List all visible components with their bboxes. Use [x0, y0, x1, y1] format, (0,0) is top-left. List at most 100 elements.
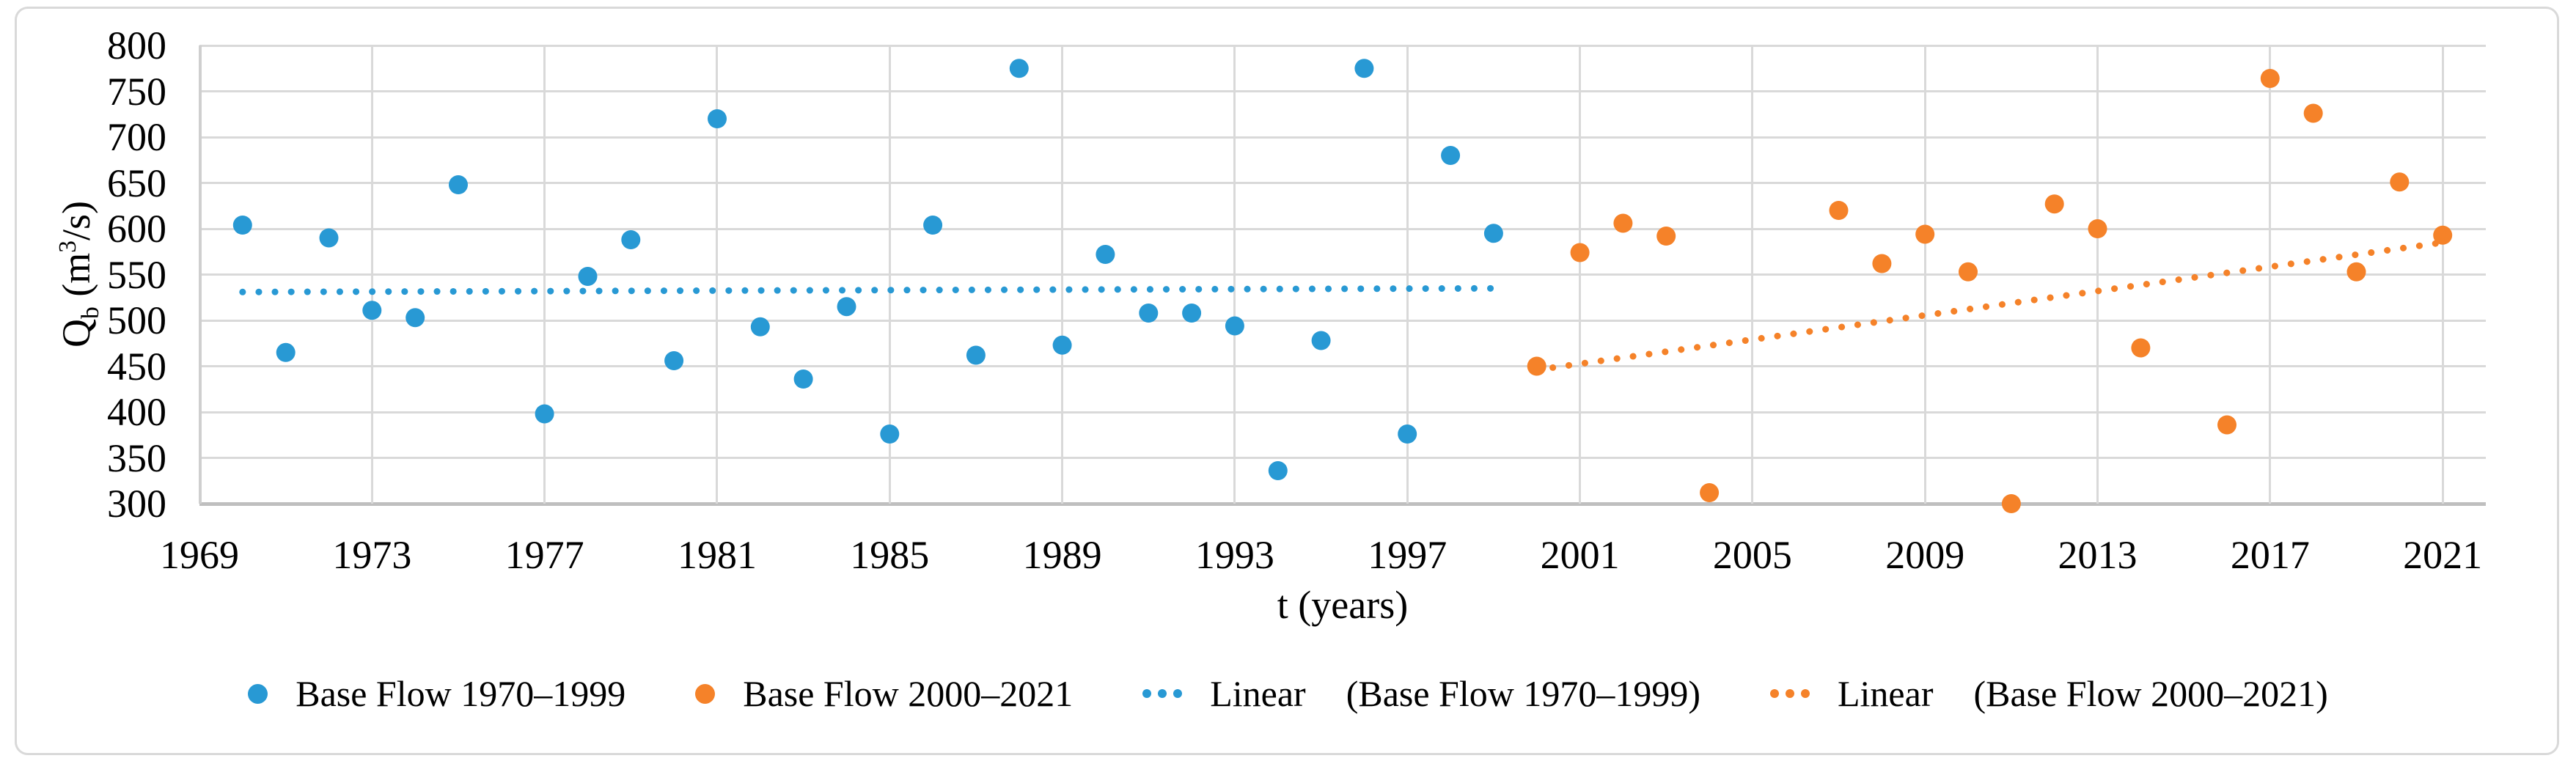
gridline-y-600 — [199, 227, 2486, 230]
blue-dot-swatch-icon — [248, 683, 268, 704]
x-tick-label-1977: 1977 — [504, 533, 584, 577]
gridline-y-700 — [199, 136, 2486, 139]
data-point-base-flow-1970–1999-1999 — [1483, 224, 1503, 243]
data-point-base-flow-2000–2021-2008 — [1872, 254, 1892, 273]
gridline-x-2013 — [2096, 45, 2099, 504]
gridline-x-1985 — [888, 45, 891, 504]
data-point-base-flow-2000–2021-2018 — [2303, 103, 2323, 123]
gridline-x-2009 — [1923, 45, 1926, 504]
data-point-base-flow-2000–2021-2003 — [1656, 227, 1676, 246]
data-point-base-flow-2000–2021-2012 — [2044, 194, 2064, 214]
x-axis-title: t (years) — [1277, 583, 1409, 627]
data-point-base-flow-2000–2021-2011 — [2001, 494, 2021, 513]
data-point-base-flow-2000–2021-2000 — [1527, 356, 1546, 376]
gridline-y-350 — [199, 457, 2486, 459]
y-tick-label-650: 650 — [107, 161, 166, 205]
gridline-y-500 — [199, 319, 2486, 322]
data-point-base-flow-1970–1999-1983 — [793, 370, 813, 389]
legend-item-linear-1970-1999: Linear (Base Flow 1970–1999) — [1142, 672, 1700, 716]
data-point-base-flow-1970–1999-1991 — [1139, 304, 1159, 323]
gridline-x-2001 — [1579, 45, 1582, 504]
gridline-y-400 — [199, 411, 2486, 413]
y-tick-label-400: 400 — [107, 390, 166, 434]
y-tick-label-700: 700 — [107, 115, 166, 159]
x-tick-label-1973: 1973 — [332, 533, 412, 577]
trendline-linear-(base-flow-2000–2021) — [1533, 239, 2446, 373]
trendline-linear-(base-flow-1970–1999) — [239, 284, 1497, 295]
data-point-base-flow-2000–2021-2016 — [2217, 415, 2236, 435]
y-axis-title: Qb (m3/s) — [54, 201, 104, 348]
legend-item-baseflow-2000-2021: Base Flow 2000–2021 — [695, 672, 1073, 716]
data-point-base-flow-2000–2021-2002 — [1613, 213, 1633, 233]
orange-dot-swatch-icon — [695, 683, 716, 704]
legend-item-baseflow-1970-1999: Base Flow 1970–1999 — [248, 672, 625, 716]
legend-item-linear-2000-2021: Linear (Base Flow 2000–2021) — [1770, 672, 2328, 716]
gridline-x-1989 — [1061, 45, 1064, 504]
x-tick-label-1989: 1989 — [1022, 533, 1102, 577]
y-tick-label-300: 300 — [107, 482, 166, 526]
x-tick-label-2021: 2021 — [2403, 533, 2483, 577]
data-point-base-flow-2000–2021-2009 — [1915, 224, 1935, 244]
blue-dotted-line-swatch-icon — [1142, 689, 1183, 698]
data-point-base-flow-1970–1999-1971 — [276, 342, 296, 362]
gridline-y-450 — [199, 365, 2486, 367]
gridline-x-1997 — [1406, 45, 1409, 504]
x-tick-label-1985: 1985 — [850, 533, 930, 577]
y-tick-label-800: 800 — [107, 23, 166, 67]
data-point-base-flow-2000–2021-2010 — [1959, 262, 1978, 282]
data-point-base-flow-1970–1999-1977 — [535, 404, 554, 424]
y-tick-label-350: 350 — [107, 435, 166, 480]
data-point-base-flow-1970–1999-1978 — [578, 267, 598, 286]
data-point-base-flow-2000–2021-2017 — [2260, 69, 2280, 88]
data-point-base-flow-2000–2021-2004 — [1700, 483, 1720, 502]
x-tick-label-1981: 1981 — [677, 533, 757, 577]
data-point-base-flow-1970–1999-1980 — [664, 351, 684, 370]
data-point-base-flow-1970–1999-1995 — [1311, 331, 1331, 350]
data-point-base-flow-1970–1999-1990 — [1096, 245, 1115, 264]
x-tick-label-2005: 2005 — [1712, 533, 1792, 577]
data-point-base-flow-1970–1999-1973 — [362, 301, 382, 320]
x-tick-label-1997: 1997 — [1368, 533, 1447, 577]
data-point-base-flow-2000–2021-2019 — [2346, 262, 2366, 282]
chart-canvas — [232, 59, 2453, 513]
data-point-base-flow-2000–2021-2021 — [2433, 225, 2453, 245]
gridline-y-800 — [199, 44, 2486, 47]
x-tick-label-1993: 1993 — [1195, 533, 1274, 577]
data-point-base-flow-1970–1999-1985 — [880, 424, 900, 444]
gridline-y-750 — [199, 90, 2486, 92]
data-point-base-flow-1970–1999-1982 — [750, 317, 770, 337]
data-point-base-flow-1970–1999-1974 — [406, 308, 425, 328]
y-tick-label-550: 550 — [107, 252, 166, 297]
data-point-base-flow-1970–1999-1992 — [1182, 304, 1202, 323]
x-tick-label-1969: 1969 — [160, 533, 239, 577]
legend-label: Base Flow 2000–2021 — [743, 673, 1074, 714]
data-point-base-flow-1970–1999-1970 — [232, 216, 252, 235]
gridline-y-650 — [199, 182, 2486, 184]
data-point-base-flow-1970–1999-1987 — [966, 345, 986, 365]
orange-dotted-line-swatch-icon — [1770, 689, 1810, 698]
data-point-base-flow-2000–2021-2013 — [2088, 219, 2107, 238]
gridline-x-2021 — [2441, 45, 2444, 504]
data-point-base-flow-1970–1999-1981 — [708, 109, 727, 128]
data-point-base-flow-2000–2021-2007 — [1829, 201, 1849, 220]
data-point-base-flow-1970–1999-1997 — [1398, 424, 1417, 444]
legend: Base Flow 1970–1999 Base Flow 2000–2021 … — [0, 672, 2576, 716]
y-tick-label-750: 750 — [107, 69, 166, 114]
gridline-x-1969 — [198, 45, 202, 504]
data-point-base-flow-1970–1999-1993 — [1225, 316, 1244, 336]
gridline-y-300 — [199, 501, 2486, 506]
data-point-base-flow-1970–1999-1984 — [837, 297, 856, 317]
data-point-base-flow-1970–1999-1979 — [621, 230, 641, 249]
data-point-base-flow-1970–1999-1989 — [1052, 335, 1072, 355]
data-point-base-flow-1970–1999-1994 — [1268, 461, 1288, 480]
legend-sublabel: (Base Flow 1970–1999) — [1346, 673, 1700, 714]
data-point-base-flow-1970–1999-1975 — [449, 175, 468, 194]
x-tick-label-2017: 2017 — [2230, 533, 2310, 577]
gridline-y-550 — [199, 273, 2486, 276]
x-tick-label-2009: 2009 — [1885, 533, 1965, 577]
gridline-x-1973 — [370, 45, 373, 504]
x-tick-label-2013: 2013 — [2058, 533, 2138, 577]
data-point-base-flow-1970–1999-1998 — [1441, 146, 1461, 165]
gridline-x-1993 — [1233, 45, 1236, 504]
